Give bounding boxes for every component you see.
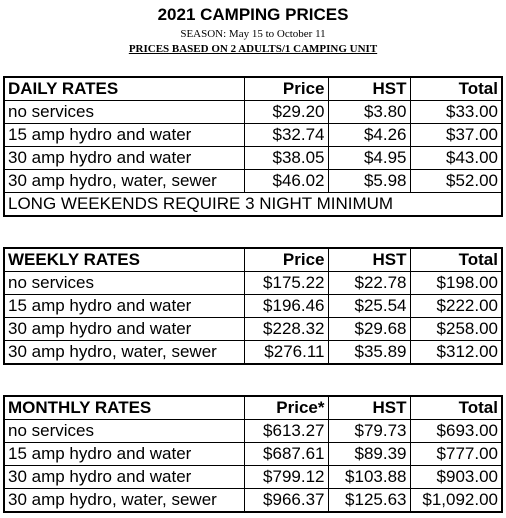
total-cell: $43.00 [409, 146, 503, 170]
pricing-basis: PRICES BASED ON 2 ADULTS/1 CAMPING UNIT [128, 43, 378, 55]
service-cell: 30 amp hydro, water, sewer [3, 340, 245, 365]
table-row: 30 amp hydro, water, sewer $46.02 $5.98 … [3, 169, 503, 193]
daily-rates-table: DAILY RATES Price HST Total no services … [3, 76, 503, 217]
section-heading: MONTHLY RATES [3, 395, 245, 420]
total-cell: $693.00 [409, 419, 503, 443]
hst-cell: $4.26 [327, 123, 411, 147]
column-header-hst: HST [327, 395, 411, 420]
table-row: no services $175.22 $22.78 $198.00 [3, 271, 503, 295]
column-header-total: Total [409, 395, 503, 420]
column-header-price: Price [243, 76, 329, 101]
table-header-row: MONTHLY RATES Price* HST Total [3, 395, 503, 420]
price-cell: $175.22 [243, 271, 329, 295]
service-cell: no services [3, 100, 245, 124]
hst-cell: $79.73 [327, 419, 411, 443]
price-cell: $32.74 [243, 123, 329, 147]
table-row: no services $613.27 $79.73 $693.00 [3, 419, 503, 443]
minimum-stay-note: LONG WEEKENDS REQUIRE 3 NIGHT MINIMUM [3, 192, 503, 217]
price-cell: $613.27 [243, 419, 329, 443]
price-cell: $29.20 [243, 100, 329, 124]
hst-cell: $103.88 [327, 465, 411, 489]
table-header-row: DAILY RATES Price HST Total [3, 76, 503, 101]
column-header-price: Price* [243, 395, 329, 420]
section-heading: DAILY RATES [3, 76, 245, 101]
hst-cell: $25.54 [327, 294, 411, 318]
column-header-total: Total [409, 76, 503, 101]
hst-cell: $4.95 [327, 146, 411, 170]
column-header-total: Total [409, 247, 503, 272]
price-cell: $46.02 [243, 169, 329, 193]
hst-cell: $29.68 [327, 317, 411, 341]
service-cell: 30 amp hydro and water [3, 465, 245, 489]
table-row: 30 amp hydro, water, sewer $966.37 $125.… [3, 488, 503, 513]
weekly-rates-table: WEEKLY RATES Price HST Total no services… [3, 247, 503, 365]
price-cell: $966.37 [243, 488, 329, 513]
price-cell: $38.05 [243, 146, 329, 170]
total-cell: $258.00 [409, 317, 503, 341]
service-cell: 15 amp hydro and water [3, 442, 245, 466]
column-header-hst: HST [327, 247, 411, 272]
total-cell: $777.00 [409, 442, 503, 466]
hst-cell: $5.98 [327, 169, 411, 193]
table-row: 15 amp hydro and water $687.61 $89.39 $7… [3, 442, 503, 466]
total-cell: $198.00 [409, 271, 503, 295]
table-row: 30 amp hydro and water $38.05 $4.95 $43.… [3, 146, 503, 170]
total-cell: $1,092.00 [409, 488, 503, 513]
section-heading: WEEKLY RATES [3, 247, 245, 272]
note-row: LONG WEEKENDS REQUIRE 3 NIGHT MINIMUM [3, 192, 503, 217]
service-cell: 30 amp hydro, water, sewer [3, 488, 245, 513]
hst-cell: $35.89 [327, 340, 411, 365]
hst-cell: $22.78 [327, 271, 411, 295]
total-cell: $33.00 [409, 100, 503, 124]
hst-cell: $89.39 [327, 442, 411, 466]
service-cell: 15 amp hydro and water [3, 123, 245, 147]
price-cell: $228.32 [243, 317, 329, 341]
page-title: 2021 CAMPING PRICES [157, 5, 349, 24]
total-cell: $312.00 [409, 340, 503, 365]
table-row: no services $29.20 $3.80 $33.00 [3, 100, 503, 124]
total-cell: $37.00 [409, 123, 503, 147]
service-cell: 30 amp hydro, water, sewer [3, 169, 245, 193]
total-cell: $52.00 [409, 169, 503, 193]
price-cell: $276.11 [243, 340, 329, 365]
table-row: 15 amp hydro and water $196.46 $25.54 $2… [3, 294, 503, 318]
price-cell: $687.61 [243, 442, 329, 466]
hst-cell: $125.63 [327, 488, 411, 513]
table-row: 30 amp hydro, water, sewer $276.11 $35.8… [3, 340, 503, 365]
season-dates: SEASON: May 15 to October 11 [180, 28, 326, 40]
service-cell: no services [3, 419, 245, 443]
service-cell: 30 amp hydro and water [3, 146, 245, 170]
monthly-rates-table: MONTHLY RATES Price* HST Total no servic… [3, 395, 503, 513]
column-header-hst: HST [327, 76, 411, 101]
table-header-row: WEEKLY RATES Price HST Total [3, 247, 503, 272]
service-cell: no services [3, 271, 245, 295]
table-row: 30 amp hydro and water $799.12 $103.88 $… [3, 465, 503, 489]
total-cell: $222.00 [409, 294, 503, 318]
price-cell: $799.12 [243, 465, 329, 489]
price-sheet-header: 2021 CAMPING PRICES SEASON: May 15 to Oc… [0, 0, 506, 56]
table-row: 30 amp hydro and water $228.32 $29.68 $2… [3, 317, 503, 341]
hst-cell: $3.80 [327, 100, 411, 124]
table-row: 15 amp hydro and water $32.74 $4.26 $37.… [3, 123, 503, 147]
total-cell: $903.00 [409, 465, 503, 489]
service-cell: 15 amp hydro and water [3, 294, 245, 318]
price-cell: $196.46 [243, 294, 329, 318]
column-header-price: Price [243, 247, 329, 272]
service-cell: 30 amp hydro and water [3, 317, 245, 341]
